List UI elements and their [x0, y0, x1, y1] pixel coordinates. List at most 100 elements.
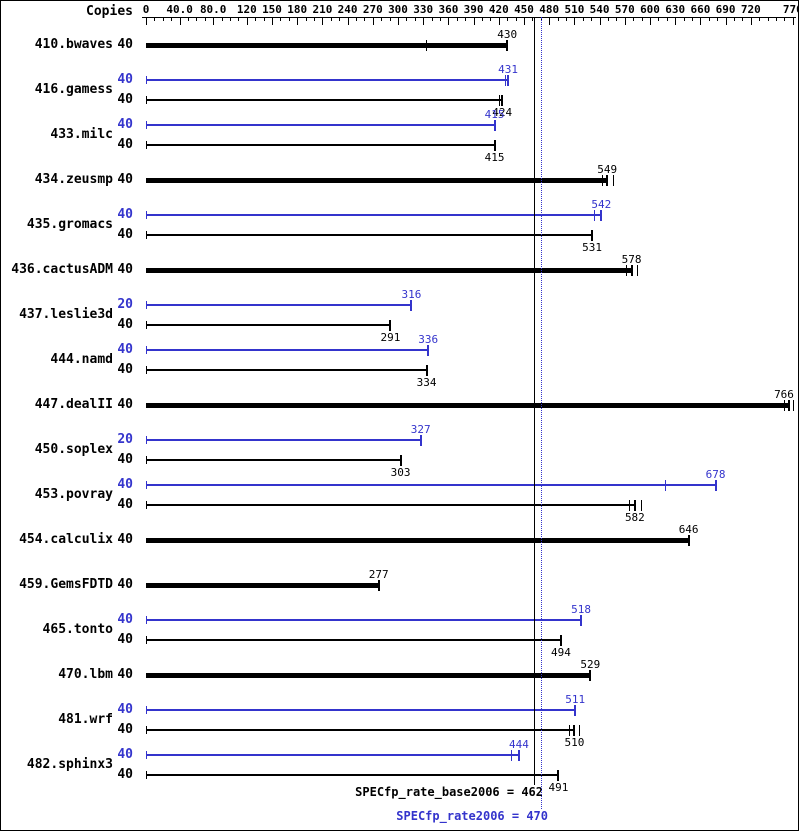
x-axis-minor-tick — [288, 17, 290, 21]
result-value: 578 — [621, 253, 642, 266]
copies-value: 40 — [117, 72, 133, 87]
result-value: 327 — [410, 423, 431, 436]
result-bar — [146, 439, 421, 441]
x-axis-major-tick — [524, 17, 525, 25]
x-axis-line — [142, 17, 796, 18]
benchmark-label: 436.cactusADM — [11, 262, 113, 277]
copies-value: 40 — [117, 632, 133, 647]
copies-value: 40 — [117, 37, 133, 52]
x-axis-minor-tick — [734, 17, 735, 21]
result-value: 646 — [678, 523, 699, 536]
run-marker — [425, 40, 427, 51]
bar-start-cap — [146, 141, 147, 149]
result-bar — [146, 537, 689, 543]
bar-start-cap — [146, 96, 147, 104]
x-axis-minor-tick — [154, 17, 156, 21]
result-value: 430 — [497, 28, 518, 41]
x-axis-minor-tick — [431, 17, 433, 21]
bar-start-cap — [146, 636, 147, 644]
peak-rate-summary: SPECfp_rate2006 = 470 — [396, 809, 548, 823]
x-axis-tick-label: 480 — [539, 3, 560, 16]
bar-start-cap — [146, 366, 147, 374]
result-value: 291 — [380, 331, 401, 344]
copies-value: 40 — [117, 92, 133, 107]
x-axis-major-tick — [423, 17, 425, 25]
x-axis-minor-tick — [314, 17, 315, 21]
x-axis-minor-tick — [608, 17, 609, 21]
bar-end-cap — [427, 345, 430, 356]
x-axis-minor-tick — [381, 17, 383, 21]
x-axis-tick-label: 510 — [564, 3, 585, 16]
x-axis-tick-label: 40.0 — [166, 3, 193, 16]
x-axis-major-tick — [750, 17, 752, 25]
benchmark-label: 433.milc — [50, 127, 113, 142]
result-value: 334 — [416, 376, 437, 389]
result-bar — [146, 582, 379, 588]
x-axis-minor-tick — [666, 17, 668, 21]
x-axis-minor-tick — [414, 17, 416, 21]
result-bar — [146, 144, 495, 146]
bar-end-cap — [410, 300, 413, 311]
benchmark-label: 444.namd — [50, 352, 113, 367]
x-axis-major-tick — [213, 17, 215, 25]
bar-end-cap — [633, 500, 636, 511]
peak-reference-line — [540, 17, 542, 809]
result-value: 531 — [582, 241, 602, 254]
x-axis-tick-label: 180 — [287, 3, 308, 16]
x-axis-tick-label: 450 — [514, 3, 534, 16]
bar-end-cap — [507, 75, 510, 86]
x-axis-major-tick — [448, 17, 450, 25]
x-axis-minor-tick — [717, 17, 719, 21]
result-bar — [146, 729, 575, 731]
x-axis-major-tick — [297, 17, 299, 25]
result-value: 316 — [401, 288, 422, 301]
x-axis-minor-tick — [255, 17, 257, 21]
x-axis-tick-label: 150 — [262, 3, 282, 16]
copies-column-header: Copies — [86, 4, 133, 19]
bar-start-cap — [146, 771, 147, 779]
run-marker — [613, 175, 615, 186]
run-marker — [498, 95, 500, 106]
x-axis-major-tick — [574, 17, 576, 25]
x-axis-tick-label: 0 — [142, 3, 150, 16]
x-axis-major-tick — [272, 17, 273, 25]
result-value: 444 — [509, 738, 529, 751]
x-axis-major-tick — [599, 17, 601, 25]
x-axis-major-tick — [650, 17, 651, 25]
x-axis-major-tick — [347, 17, 349, 25]
x-axis-minor-tick — [776, 17, 777, 21]
result-bar — [146, 349, 429, 351]
bar-start-cap — [146, 76, 147, 84]
bar-end-cap — [377, 580, 380, 591]
x-axis-minor-tick — [742, 17, 744, 21]
x-axis-minor-tick — [708, 17, 710, 21]
copies-value: 40 — [117, 317, 133, 332]
x-axis-minor-tick — [263, 17, 265, 21]
bar-end-cap — [425, 365, 428, 376]
copies-value: 40 — [117, 767, 133, 782]
x-axis-minor-tick — [364, 17, 366, 21]
bar-end-cap — [559, 635, 562, 646]
result-value: 494 — [551, 646, 571, 659]
x-axis-minor-tick — [507, 17, 509, 21]
x-axis-minor-tick — [465, 17, 467, 21]
copies-value: 40 — [117, 702, 133, 717]
result-value: 431 — [498, 63, 518, 76]
benchmark-label: 416.gamess — [34, 82, 113, 97]
x-axis-tick-label: 80.0 — [199, 3, 227, 16]
benchmark-label: 450.soplex — [34, 442, 113, 457]
result-bar — [146, 304, 412, 306]
copies-value: 40 — [117, 397, 133, 412]
benchmark-label: 482.sphinx3 — [26, 757, 113, 772]
run-marker — [569, 725, 571, 736]
run-marker — [665, 480, 667, 491]
run-marker — [510, 750, 512, 761]
result-value: 582 — [624, 511, 645, 524]
bar-start-cap — [146, 121, 147, 129]
x-axis-minor-tick — [582, 17, 584, 21]
x-axis-major-tick — [473, 17, 475, 25]
benchmark-label: 410.bwaves — [34, 37, 113, 52]
result-value: 678 — [705, 468, 726, 481]
x-axis-minor-tick — [658, 17, 660, 21]
bar-end-cap — [574, 705, 577, 716]
